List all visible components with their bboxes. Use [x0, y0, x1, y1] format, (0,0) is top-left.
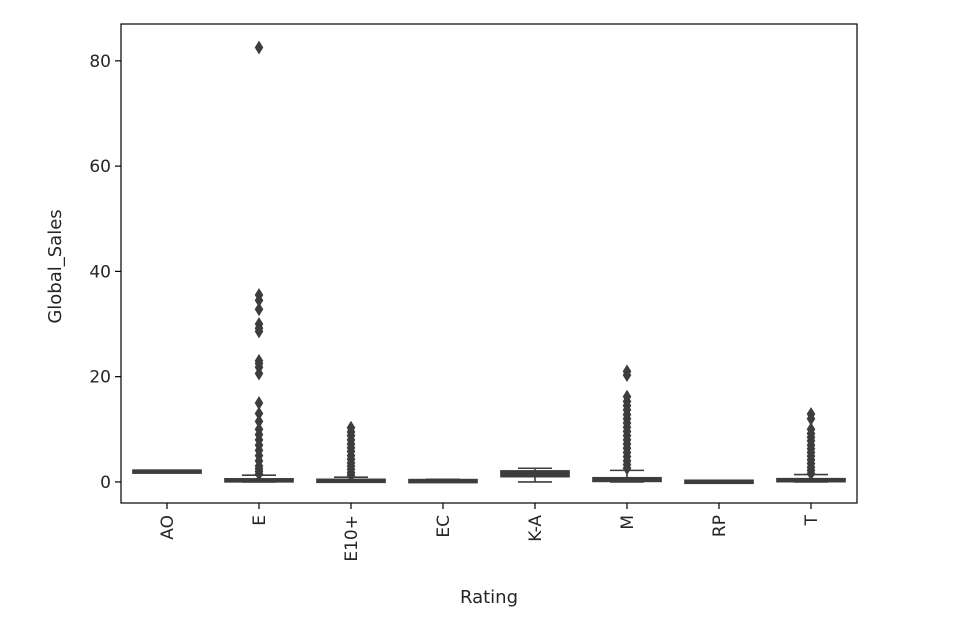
y-tick-label: 40 [89, 262, 111, 282]
box-ec [408, 478, 478, 484]
plot-frame [120, 23, 858, 504]
x-tick-label: K-A [526, 515, 546, 542]
plot-content [132, 40, 846, 485]
y-tick-label: 0 [100, 473, 111, 493]
outlier-point [254, 467, 264, 481]
box-ao [132, 469, 202, 474]
box-k-a [500, 467, 570, 483]
box-e [224, 40, 294, 483]
outlier-point [346, 468, 356, 483]
x-tick-label: E [250, 515, 270, 526]
y-axis: 0 20 40 60 80 [89, 52, 121, 493]
x-tick-label: T [802, 514, 822, 526]
x-tick-label: AO [158, 515, 178, 540]
y-tick-label: 20 [89, 368, 111, 388]
x-tick-label: RP [710, 515, 730, 537]
outlier-point [254, 302, 264, 317]
box-t [776, 407, 846, 483]
box-iqr [592, 476, 662, 483]
y-tick-label: 80 [89, 52, 111, 72]
x-tick-label: E10+ [342, 515, 362, 562]
box-rp [684, 479, 754, 485]
x-tick-label: M [618, 515, 638, 530]
outlier-point [622, 368, 632, 383]
outlier-point [622, 461, 632, 476]
box-e10- [316, 420, 386, 484]
y-tick-label: 60 [89, 157, 111, 177]
outlier-point [254, 324, 264, 339]
y-axis-label: Global_Sales [45, 209, 66, 323]
x-axis-label: Rating [460, 587, 518, 608]
x-axis: AO E E10+ EC K-A M RP T [158, 503, 822, 562]
box-m [592, 364, 662, 483]
outlier-point [254, 40, 264, 55]
outlier-point [806, 466, 816, 481]
x-tick-label: EC [434, 515, 454, 538]
outlier-point [254, 366, 264, 381]
